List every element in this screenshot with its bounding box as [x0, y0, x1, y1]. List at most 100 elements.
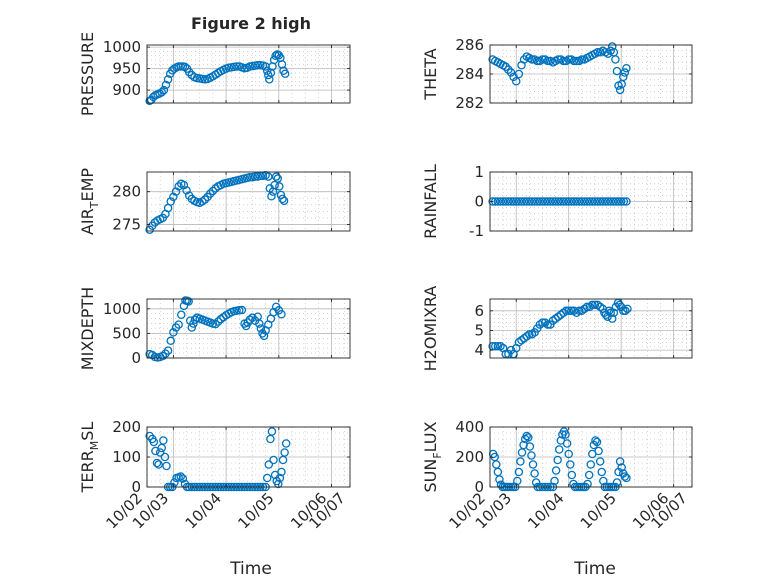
y-tick-label: 400	[455, 418, 484, 436]
data-point	[493, 341, 503, 351]
data-point	[616, 197, 626, 206]
data-point	[519, 197, 529, 206]
data-point	[155, 448, 165, 457]
data-point	[162, 461, 171, 471]
y-tick-label: 0	[474, 478, 484, 496]
data-point	[540, 197, 550, 206]
x-tick-label: 10/05	[234, 489, 277, 532]
data-point	[562, 439, 572, 448]
figure-title: Figure 2 high	[191, 14, 311, 33]
data-point	[278, 194, 287, 204]
data-point	[174, 182, 183, 191]
data-point	[553, 455, 562, 465]
data-point	[556, 197, 566, 206]
grid-lines	[489, 44, 692, 104]
y-axis-label: MIXDEPTH	[78, 287, 97, 370]
data-point	[592, 437, 602, 447]
data-point	[280, 69, 290, 79]
x-axis-label-left: Time	[229, 559, 272, 579]
data-point	[200, 195, 210, 204]
data-point	[551, 466, 561, 475]
data-point	[622, 197, 631, 206]
data-point	[525, 330, 534, 339]
data-point	[553, 197, 563, 206]
data-point	[166, 197, 175, 206]
data-point	[623, 304, 632, 314]
y-axis-label-main: SUN	[421, 459, 440, 493]
subplot-rainfall: -1 0 1 RAINFALL	[421, 163, 693, 240]
data-point	[597, 467, 607, 477]
data-point	[559, 197, 568, 206]
y-axis-label: SUNFLUX	[421, 421, 444, 492]
data-point	[574, 306, 584, 316]
data-point	[506, 68, 516, 77]
y-axis-label-main: TERR	[78, 450, 97, 493]
data-point	[609, 308, 619, 318]
data-point	[184, 297, 193, 306]
data-point	[606, 308, 615, 318]
data-point	[546, 197, 555, 206]
data-point	[609, 197, 618, 206]
data-point	[262, 473, 272, 483]
data-point	[159, 85, 169, 95]
y-tick-label: -1	[469, 222, 484, 240]
y-tick-label: 6	[474, 302, 484, 320]
data-point	[149, 92, 158, 102]
y-axis-label: PRESSURE	[78, 32, 97, 116]
data-point	[522, 431, 531, 441]
data-point	[280, 448, 289, 457]
data-point	[619, 72, 628, 82]
data-point	[264, 460, 274, 469]
data-point	[538, 197, 547, 206]
y-tick-label: 284	[455, 65, 484, 83]
data-point	[170, 478, 179, 487]
data-point	[527, 197, 537, 206]
data-point	[569, 306, 579, 316]
data-point	[612, 66, 622, 76]
subplot-mixdepth: 0 500 1000 MIXDEPTH	[78, 287, 351, 370]
y-tick-label: 0	[131, 349, 141, 367]
data-point	[511, 197, 521, 206]
subplot-h2omixra: 4 56 H2OMIXRA	[421, 286, 693, 371]
data-point	[517, 336, 526, 345]
data-point	[569, 56, 579, 66]
data-point	[166, 336, 175, 346]
data-point	[590, 197, 600, 206]
x-tick-label: 10/04	[524, 489, 567, 532]
data-point	[493, 197, 503, 206]
data-point	[277, 309, 286, 319]
y-axis-label-subscript: F	[431, 452, 444, 458]
data-point	[511, 77, 521, 86]
data-point	[273, 174, 283, 183]
data-point	[522, 332, 531, 341]
data-point	[540, 318, 550, 327]
data-point	[595, 197, 605, 206]
data-point	[267, 427, 277, 436]
data-point	[622, 473, 631, 483]
data-point	[250, 172, 260, 181]
data-point	[543, 56, 552, 66]
data-points	[488, 197, 631, 206]
data-points	[488, 42, 631, 95]
data-point	[163, 75, 173, 84]
grid-lines	[489, 299, 692, 358]
data-point	[569, 197, 579, 206]
data-point	[281, 439, 291, 448]
y-tick-label: 200	[455, 448, 484, 466]
data-point	[603, 197, 613, 206]
data-point	[530, 197, 539, 206]
data-point	[551, 197, 560, 206]
x-tick-label: 10/04	[182, 489, 225, 532]
data-point	[561, 197, 571, 206]
data-point	[567, 197, 576, 206]
data-point	[149, 437, 159, 447]
y-tick-label: 286	[455, 36, 484, 54]
y-tick-label: 282	[455, 94, 484, 112]
data-point	[564, 306, 573, 316]
data-point	[528, 460, 538, 469]
data-point	[593, 197, 602, 206]
data-point	[538, 318, 547, 327]
data-point	[169, 328, 178, 337]
y-tick-label: 900	[112, 81, 141, 99]
